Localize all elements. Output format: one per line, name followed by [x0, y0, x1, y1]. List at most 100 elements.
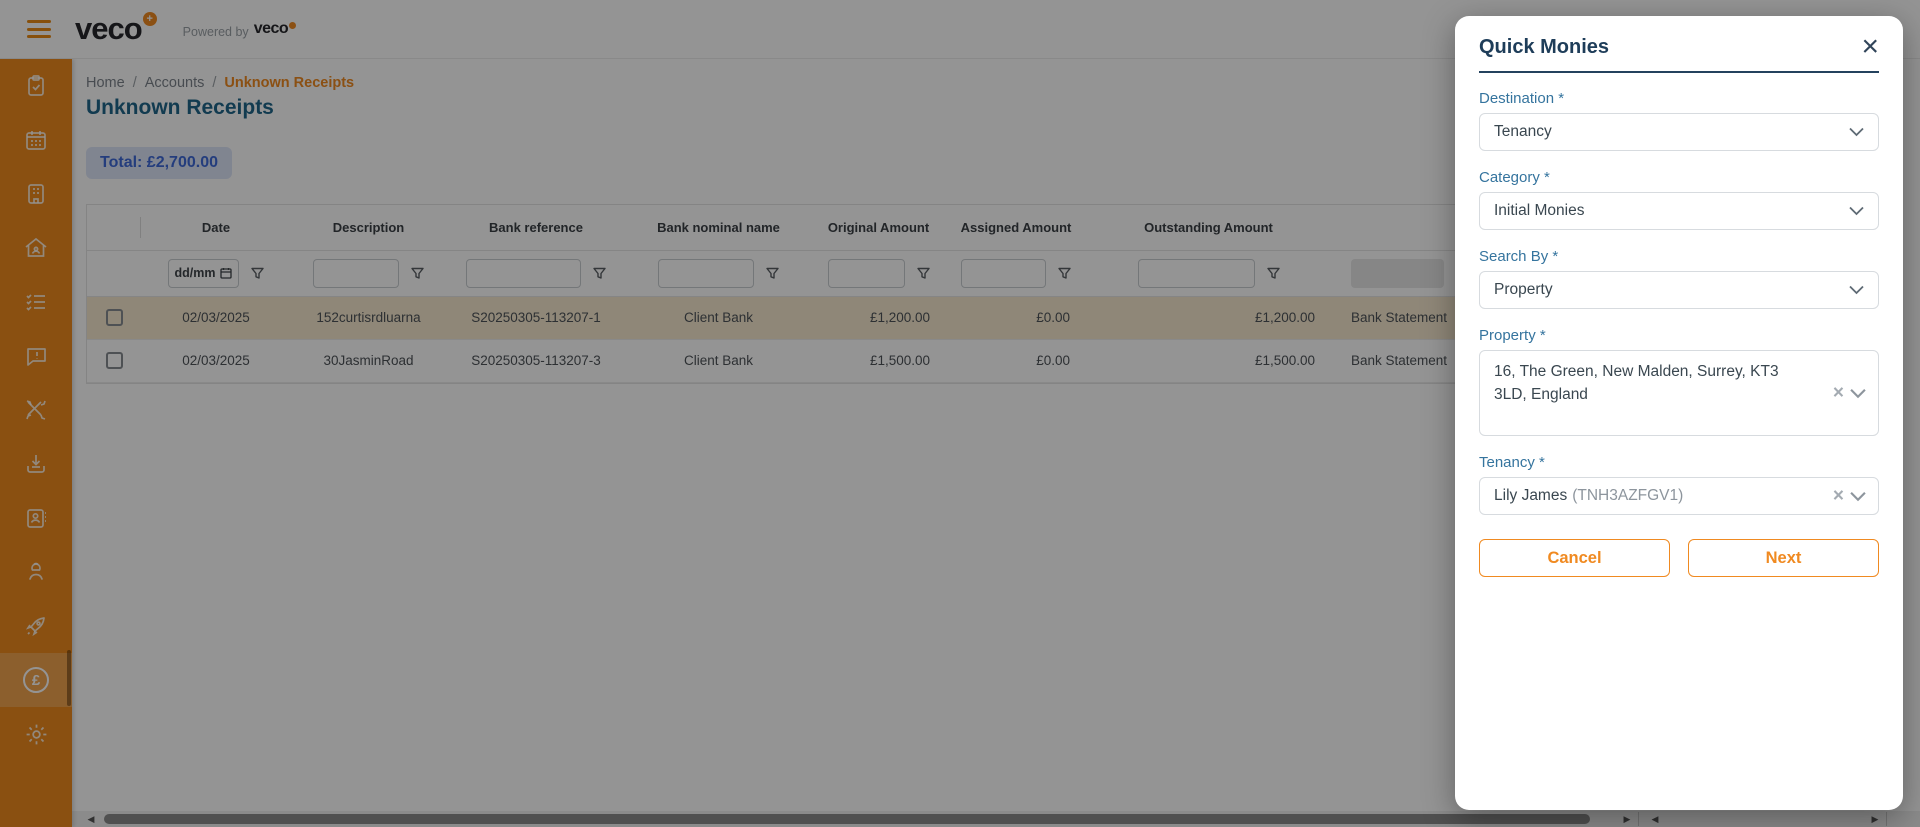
destination-value: Tenancy [1494, 123, 1552, 140]
column-header-outstanding-amount[interactable]: Outstanding Amount [1086, 205, 1331, 251]
pound-circle-icon: £ [23, 667, 49, 693]
date-filter-input[interactable]: dd/mm [167, 258, 240, 288]
sidebar-item-company[interactable] [0, 167, 72, 221]
tenancy-field-icons: × [1833, 487, 1866, 506]
tenancy-field-group: Tenancy * Lily James (TNH3AZFGV1) × [1479, 454, 1879, 515]
tenancy-code: (TNH3AZFGV1) [1572, 487, 1684, 504]
dialog-buttons: Cancel Next [1479, 539, 1879, 577]
filter-cell-bank-reference [446, 250, 626, 297]
scroll-left-icon[interactable]: ◀ [1651, 813, 1659, 824]
sidebar-item-launch[interactable] [0, 599, 72, 653]
breadcrumb-home[interactable]: Home [86, 75, 125, 91]
filter-cell-outstanding-amount [1086, 250, 1331, 297]
bank-nominal-name-filter-input[interactable] [658, 258, 754, 288]
next-button[interactable]: Next [1688, 539, 1879, 577]
column-header-select [87, 205, 141, 251]
sidebar-scrollbar-thumb[interactable] [67, 650, 71, 706]
cell-select [87, 339, 141, 383]
breadcrumb: Home / Accounts / Unknown Receipts [86, 75, 1920, 91]
scrollbar-divider [1886, 812, 1887, 826]
sidebar-item-properties[interactable] [0, 221, 72, 275]
cell-assigned-amount: £0.00 [946, 296, 1086, 340]
filter-cell-assigned-amount [946, 250, 1086, 297]
sidebar-item-worklist[interactable] [0, 275, 72, 329]
hamburger-menu-icon[interactable] [27, 20, 51, 38]
property-field-icons: × [1833, 384, 1866, 403]
cell-date: 02/03/2025 [141, 339, 291, 383]
column-header-bank-reference[interactable]: Bank reference [446, 205, 626, 251]
building-icon [28, 184, 44, 204]
assigned-amount-filter-input[interactable] [961, 258, 1046, 288]
filter-cell-date: dd/mm [141, 250, 291, 297]
filter-cell-description [291, 250, 446, 297]
table-hscrollbar-thumb[interactable] [104, 814, 1590, 824]
breadcrumb-separator: / [132, 75, 137, 91]
original-amount-filter-funnel-icon[interactable] [916, 267, 930, 280]
cell-select [87, 296, 141, 340]
chevron-down-icon[interactable] [1850, 388, 1866, 398]
description-filter-funnel-icon[interactable] [411, 267, 424, 280]
cancel-button[interactable]: Cancel [1479, 539, 1670, 577]
destination-select[interactable]: Tenancy [1479, 113, 1879, 151]
sidebar-item-settings[interactable] [0, 707, 72, 761]
property-combobox[interactable]: 16, The Green, New Malden, Surrey, KT3 3… [1479, 350, 1879, 436]
tenancy-combobox[interactable]: Lily James (TNH3AZFGV1) × [1479, 477, 1879, 515]
sidebar-item-messages[interactable] [0, 329, 72, 383]
assigned-amount-filter-funnel-icon[interactable] [1058, 267, 1071, 280]
sidebar-item-imports[interactable] [0, 437, 72, 491]
search-by-value: Property [1494, 281, 1553, 298]
import-download-icon [27, 455, 45, 473]
chevron-down-icon [1849, 127, 1864, 137]
dialog-title: Quick Monies [1479, 36, 1610, 58]
destination-field-group: Destination * Tenancy [1479, 90, 1879, 151]
row-checkbox[interactable] [105, 352, 123, 369]
column-header-assigned-amount[interactable]: Assigned Amount [946, 205, 1086, 251]
chevron-down-icon[interactable] [1850, 491, 1866, 501]
chevron-down-icon [1849, 206, 1864, 216]
column-header-bank-nominal-name[interactable]: Bank nominal name [626, 205, 811, 251]
outstanding-amount-filter-funnel-icon[interactable] [1266, 267, 1280, 280]
column-header-original-amount[interactable]: Original Amount [811, 205, 946, 251]
search-by-select[interactable]: Property [1479, 271, 1879, 309]
column-header-date[interactable]: Date [141, 205, 291, 251]
cell-assigned-amount: £0.00 [946, 339, 1086, 383]
bank-reference-filter-funnel-icon[interactable] [593, 267, 606, 280]
outstanding-amount-filter-input[interactable] [1137, 258, 1255, 288]
original-amount-filter-input[interactable] [827, 258, 905, 288]
row-checkbox[interactable] [105, 309, 123, 326]
scroll-right-icon[interactable]: ▶ [1871, 813, 1879, 824]
tenancy-value: Lily James [1494, 487, 1568, 504]
sidebar-item-monies[interactable]: £ [0, 653, 72, 707]
sidebar-item-maintenance[interactable] [0, 383, 72, 437]
scroll-right-icon[interactable]: ▶ [1623, 813, 1631, 824]
description-filter-input[interactable] [313, 258, 399, 288]
tools-icon [26, 400, 46, 420]
import-type-filter-box[interactable] [1351, 258, 1444, 288]
date-filter-funnel-icon[interactable] [251, 267, 265, 280]
bank-nominal-name-filter-funnel-icon[interactable] [766, 267, 779, 280]
close-icon[interactable]: × [1861, 30, 1879, 63]
scroll-left-icon[interactable]: ◀ [87, 813, 95, 824]
category-field-group: Category * Initial Monies [1479, 169, 1879, 230]
sidebar-item-calendar[interactable] [0, 113, 72, 167]
clear-icon[interactable]: × [1832, 382, 1844, 404]
bank-reference-filter-input[interactable] [466, 258, 581, 288]
sidebar-item-staff[interactable] [0, 545, 72, 599]
filter-cell-original-amount [811, 250, 946, 297]
calendar-icon [26, 131, 46, 150]
sidebar-item-contacts[interactable] [0, 491, 72, 545]
gear-icon [26, 724, 46, 744]
breadcrumb-accounts[interactable]: Accounts [144, 75, 205, 91]
category-select[interactable]: Initial Monies [1479, 192, 1879, 230]
cell-description: 30JasminRoad [291, 339, 446, 383]
category-label: Category * [1479, 169, 1550, 186]
total-badge: Total: £2,700.00 [86, 147, 232, 179]
clear-icon[interactable]: × [1832, 485, 1844, 507]
destination-label: Destination * [1479, 90, 1565, 107]
sidebar-item-tasks[interactable] [0, 59, 72, 113]
clipboard-check-icon [28, 75, 44, 96]
cell-bank-nominal-name: Client Bank [626, 296, 811, 340]
column-header-description[interactable]: Description [291, 205, 446, 251]
veco-logo[interactable]: veco + [75, 12, 157, 44]
